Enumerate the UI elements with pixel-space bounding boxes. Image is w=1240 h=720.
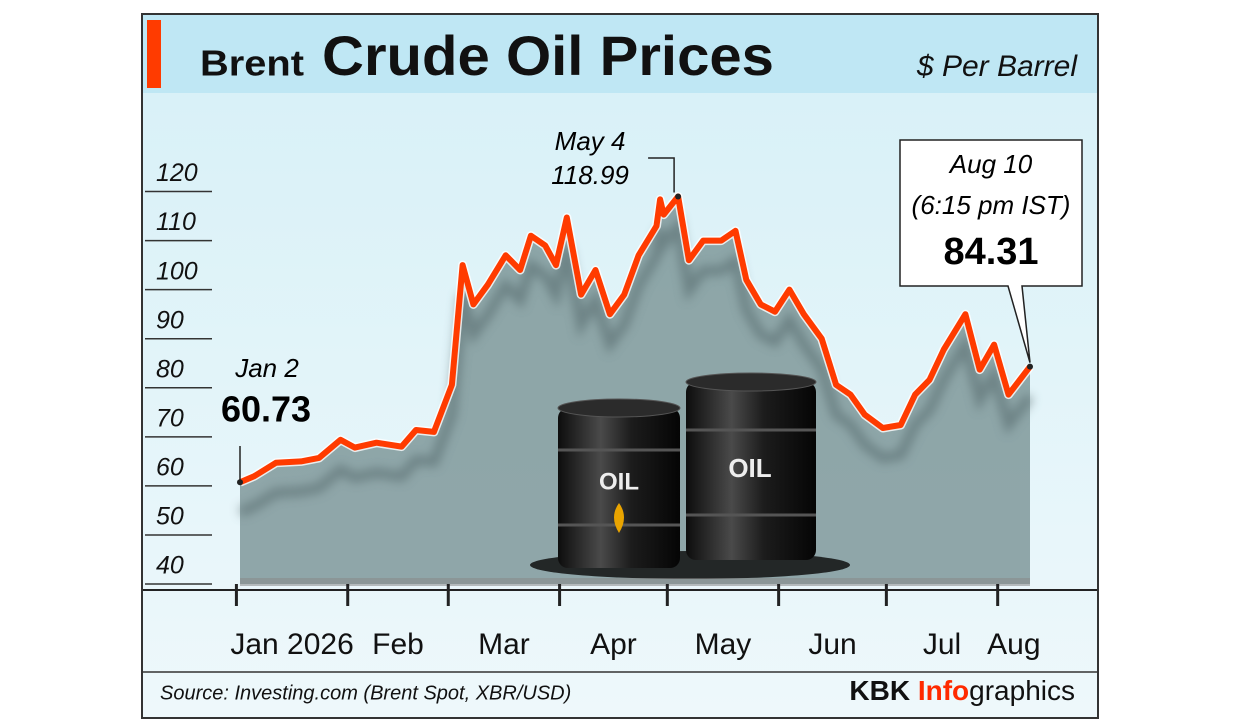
plot: 40 50 60 70 80 90 100 110 120 (145, 159, 1034, 585)
unit-label: $ Per Barrel (916, 50, 1078, 83)
y-tick-label: 70 (156, 404, 184, 432)
callout-box (899, 139, 1083, 363)
line (238, 193, 1033, 486)
credit-highlight: Info (918, 675, 969, 706)
oil-drop (614, 503, 624, 533)
chart-title: Crude Oil Prices (322, 24, 774, 87)
area (240, 196, 1030, 584)
header-accent (147, 20, 161, 88)
annotated-point (675, 193, 682, 200)
annotation-date: Aug 10 (948, 149, 1033, 179)
y-tick-label: 40 (156, 552, 184, 580)
y-tick-label: 100 (156, 257, 198, 285)
annotation-note: (6:15 pm IST) (912, 190, 1071, 220)
y-tick-label: 60 (156, 453, 184, 481)
annotated-point (237, 479, 243, 486)
y-tick-label: 120 (156, 159, 198, 187)
x-tick-label: Jul (923, 628, 961, 661)
y-tick-label: 90 (156, 306, 184, 334)
line-shadow (238, 214, 1034, 517)
x-tick-label: Aug (987, 628, 1040, 661)
y-tick-label: 80 (156, 355, 184, 383)
annotation-date: Jan 2 (234, 353, 299, 383)
x-tick-label: Jan 2026 (230, 628, 353, 661)
barrel (558, 408, 680, 568)
barrel-top (685, 372, 817, 392)
minor-ticks (240, 578, 1030, 586)
barrel-top (557, 398, 681, 418)
annotation-date: May 4 (555, 126, 626, 156)
x-tick-label: Mar (478, 628, 530, 661)
barrels: OIL OIL (530, 372, 850, 579)
x-tick-label: Apr (590, 628, 637, 661)
credit-rest: graphics (969, 675, 1075, 706)
title-prefix: Brent (200, 43, 304, 84)
overlay: Jan 2026 Feb Mar Apr May Jun Jul Aug Jan 2 60.73 M… (143, 126, 1097, 661)
header-band (143, 15, 1097, 93)
annotation-value: 118.99 (551, 160, 629, 190)
y-tick-label: 50 (156, 503, 184, 531)
credit: KBK Infographics (849, 675, 1075, 706)
y-tick-label: 110 (156, 208, 196, 236)
annotation-value: 84.31 (943, 231, 1038, 273)
x-tick-label: Jun (808, 628, 856, 661)
source: Source: Investing.com (Brent Spot, XBR/U… (160, 682, 571, 704)
x-tick-label: May (695, 628, 752, 661)
barrel-label: OIL (728, 453, 771, 483)
credit-brand: KBK (849, 675, 910, 706)
annotated-point (1027, 363, 1033, 370)
barrel-label: OIL (599, 468, 639, 495)
x-tick-label: Feb (372, 628, 424, 661)
annotation-value: 60.73 (221, 389, 311, 430)
leader (648, 157, 675, 193)
